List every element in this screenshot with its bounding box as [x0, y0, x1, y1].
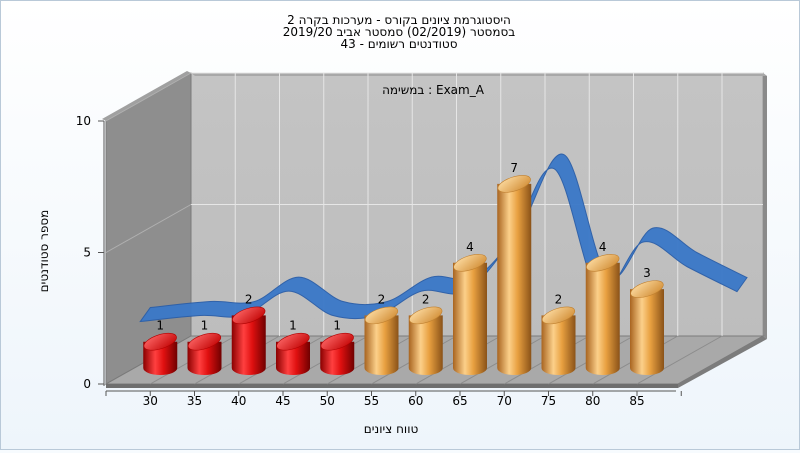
grid-h-side-10 [105, 72, 192, 122]
data-label-65: 4 [466, 240, 474, 254]
data-label-85: 3 [643, 266, 651, 280]
bar-80: 4 [585, 240, 620, 375]
x-axis-label: טווח ציונים [364, 422, 419, 436]
bar-top-85 [630, 280, 664, 298]
x-tick-label-80: 80 [585, 394, 600, 408]
grid-h-side-5 [105, 204, 192, 253]
data-label-80: 4 [599, 240, 607, 254]
data-label-30: 1 [156, 319, 164, 333]
data-label-75: 2 [555, 292, 563, 306]
side-wall-edge [102, 71, 191, 121]
x-axis: 30 35 40 45 50 55 60 65 70 75 80 85 [105, 391, 682, 408]
y-tick-label-10: 10 [76, 114, 91, 128]
bar-body-55 [364, 315, 399, 375]
bar-top-45 [276, 332, 310, 351]
bar-top-55 [364, 306, 399, 325]
y-axis-label: מספר סטודנטים [37, 210, 51, 293]
data-label-55: 2 [378, 292, 386, 306]
task-annotation: במשימה : Exam_A [382, 83, 485, 97]
bar-85: 3 [630, 266, 664, 375]
bar-body-40 [231, 315, 266, 375]
x-tick-label-50: 50 [320, 394, 335, 408]
bar-40: 2 [231, 292, 266, 375]
bar-top-30 [143, 332, 177, 351]
x-tick-label-35: 35 [187, 394, 202, 408]
bar-55: 2 [364, 292, 399, 375]
bar-70: 7 [497, 161, 532, 375]
x-tick-label-85: 85 [629, 394, 644, 408]
x-tick-label-40: 40 [231, 394, 246, 408]
x-tick-label-75: 75 [541, 394, 556, 408]
chart-subtitle-semester: בסמסטר (02/2019) סמסטר אביב 2019/20 [283, 25, 515, 39]
chart-subtitle-students: סטודנטים רשומים - 43 [340, 37, 457, 51]
data-label-60: 2 [422, 292, 430, 306]
bar-body-65 [453, 262, 487, 375]
bar-35: 1 [187, 319, 222, 375]
x-tick-label-55: 55 [364, 394, 379, 408]
data-label-35: 1 [201, 319, 209, 333]
x-tick-label-45: 45 [275, 394, 290, 408]
bar-30: 1 [143, 319, 178, 375]
x-tick-label-30: 30 [143, 394, 158, 408]
data-label-70: 7 [510, 161, 518, 175]
bar-45: 1 [276, 319, 310, 375]
bar-65: 4 [453, 240, 487, 375]
bar-60: 2 [408, 292, 443, 375]
bar-top-75 [541, 306, 576, 325]
bar-body-60 [408, 315, 443, 375]
y-tick-label-0: 0 [83, 377, 91, 391]
bar-50: 1 [320, 319, 355, 375]
bar-top-50 [320, 332, 354, 351]
bar-top-70 [497, 175, 531, 193]
data-label-45: 1 [289, 319, 297, 333]
bar-body-70 [497, 183, 532, 375]
bars: 1 1 2 1 1 2 2 4 7 2 4 3 [143, 161, 664, 375]
bar-top-40 [232, 306, 266, 325]
data-label-40: 2 [245, 292, 253, 306]
back-wall-right-edge [763, 73, 767, 339]
bar-body-75 [541, 315, 576, 375]
x-tick-label-70: 70 [497, 394, 512, 408]
bar-body-80 [585, 262, 620, 375]
y-axis: 0 5 10 [76, 114, 104, 391]
bar-body-85 [630, 289, 664, 375]
floor-right-edge [678, 336, 767, 388]
x-tick-label-65: 65 [452, 394, 467, 408]
y-tick-label-5: 5 [83, 246, 91, 260]
bar-top-80 [586, 254, 620, 272]
back-wall-top-edge [191, 73, 767, 76]
data-label-50: 1 [333, 319, 341, 333]
bar-75: 2 [541, 292, 576, 375]
chart-title: היסטוגרמת ציונים בקורס - מערכות בקרה 2 [287, 13, 511, 27]
bar-top-65 [453, 254, 487, 272]
bar-top-35 [187, 332, 222, 351]
floor-front-edge [106, 384, 678, 388]
bar-top-60 [409, 306, 443, 325]
grid-floor-12 [636, 335, 723, 385]
x-tick-label-60: 60 [408, 394, 423, 408]
